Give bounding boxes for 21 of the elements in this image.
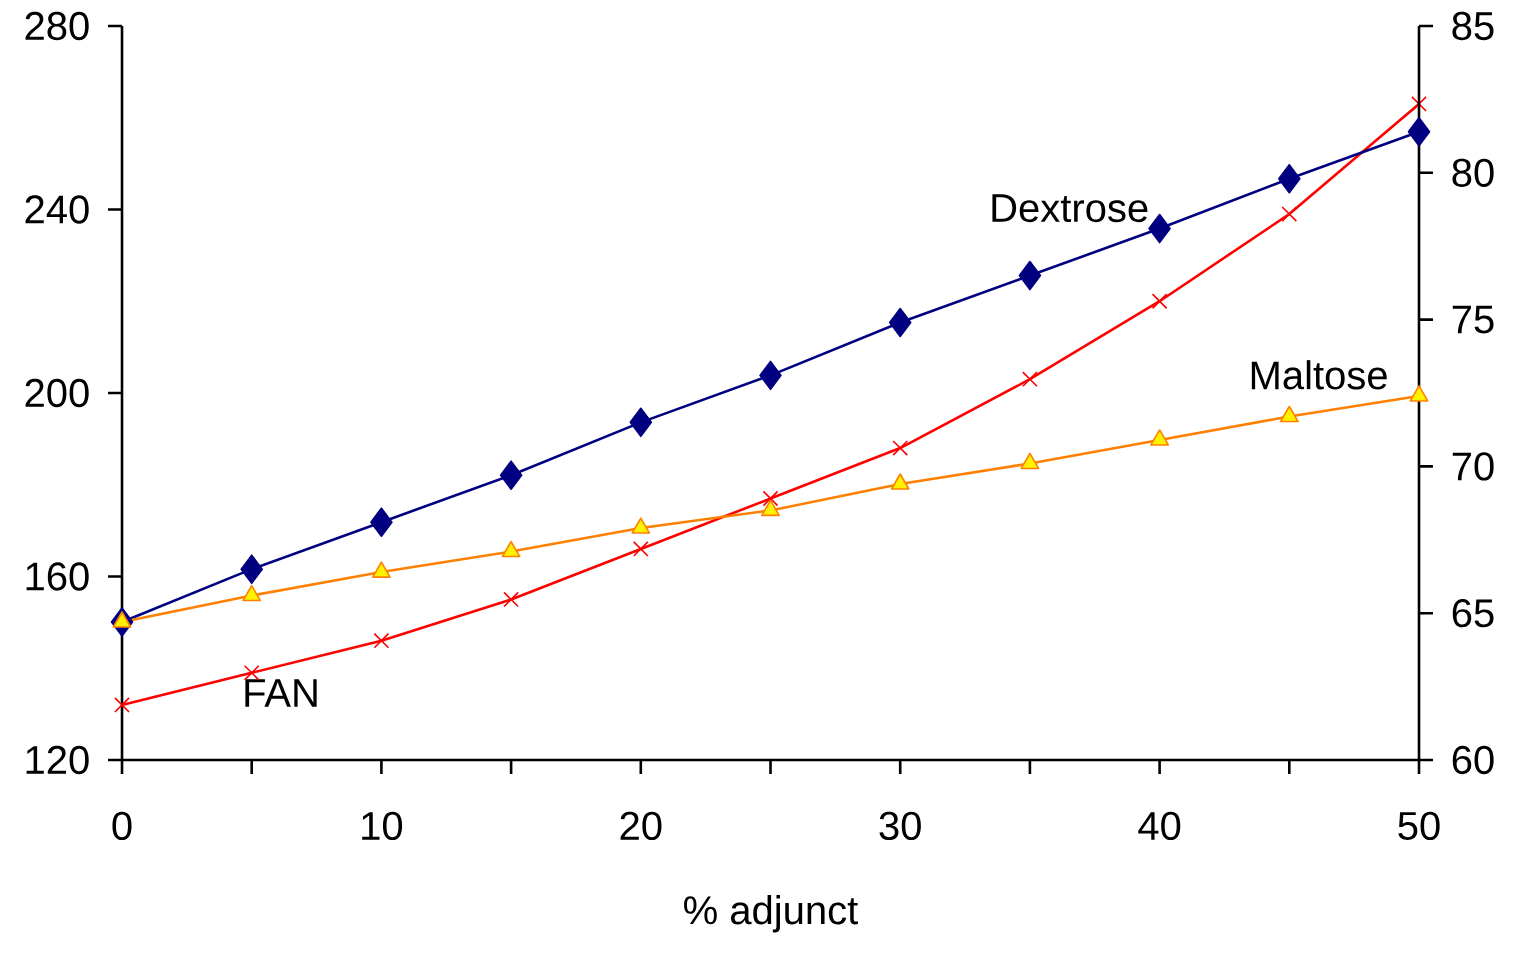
series-label: Maltose xyxy=(1251,360,1387,390)
y-tick-label: 160 xyxy=(26,562,89,591)
y-tick-label: 200 xyxy=(25,378,89,408)
y-tick-label: 240 xyxy=(25,195,89,224)
series-label: Dextrose xyxy=(992,194,1148,223)
x-tick-label: 0 xyxy=(112,811,132,841)
x-axis-title: % adjunct xyxy=(684,895,858,933)
y2-tick-label: 80 xyxy=(1452,158,1494,187)
y2-tick-label: 70 xyxy=(1452,452,1494,481)
x-tick-label: 50 xyxy=(1398,811,1440,841)
y2-tick-label: 60 xyxy=(1452,745,1494,775)
y2-tick-label: 85 xyxy=(1452,11,1494,41)
x-tick-label: 40 xyxy=(1138,811,1181,841)
y2-tick-label: 75 xyxy=(1452,305,1494,334)
x-tick-label: 30 xyxy=(879,811,921,841)
x-tick-label: 10 xyxy=(362,811,403,841)
x-tick-label: 20 xyxy=(620,811,662,841)
y2-tick-label: 65 xyxy=(1452,599,1494,628)
y-tick-label: 280 xyxy=(25,11,89,41)
y-tick-label: 120 xyxy=(26,745,89,775)
series-label: FAN xyxy=(245,679,317,707)
